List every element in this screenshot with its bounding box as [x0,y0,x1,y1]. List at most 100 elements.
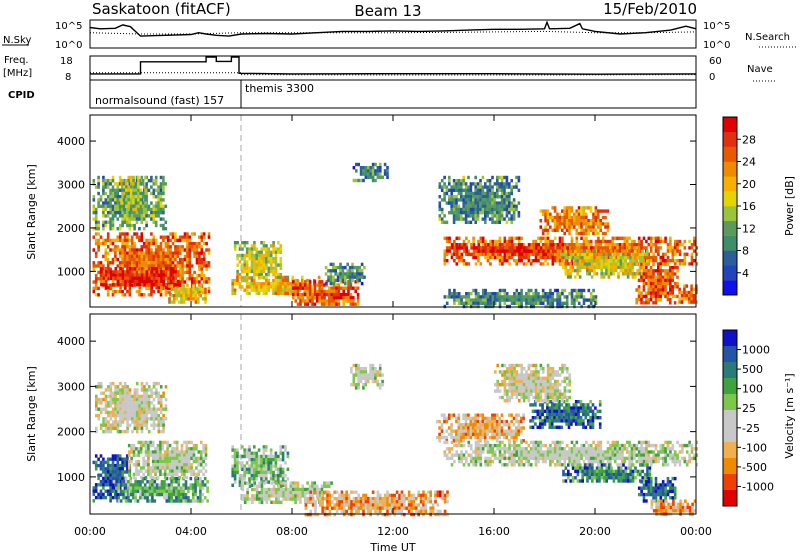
data-cell [189,499,193,503]
data-cell [488,217,492,221]
data-cell [573,252,576,256]
data-cell [541,212,545,216]
data-cell [465,292,468,296]
data-cell [680,294,684,298]
data-cell [474,292,478,296]
data-cell [124,486,128,490]
data-cell [157,286,161,290]
data-cell [132,201,135,205]
data-cell [664,294,667,299]
data-cell [503,188,506,192]
data-cell [127,463,131,467]
data-cell [128,279,132,284]
data-cell [532,298,535,302]
data-cell [125,198,128,202]
data-cell [595,262,599,266]
data-cell [625,239,629,244]
data-cell [127,450,131,454]
data-cell [469,220,473,224]
data-cell [143,388,146,392]
data-cell [126,492,129,497]
data-cell [114,289,117,294]
data-cell [580,222,583,226]
data-cell [496,185,499,189]
data-cell [186,254,189,259]
data-cell [503,175,506,180]
data-cell [565,209,569,213]
data-cell [659,275,662,279]
data-cell [191,499,195,503]
data-cell [154,207,158,212]
data-cell [642,252,646,256]
data-cell [154,188,158,192]
data-cell [253,257,256,261]
data-cell [129,195,133,199]
data-cell [633,246,636,250]
data-cell [327,275,330,279]
data-cell [508,195,511,199]
data-cell [126,254,129,259]
data-cell [534,298,538,302]
data-cell [140,261,144,265]
data-cell [133,397,137,402]
data-cell [291,275,294,280]
data-cell [129,486,133,490]
data-cell [455,185,458,189]
data-cell [133,217,136,221]
data-cell [133,257,136,262]
data-cell [176,248,180,252]
data-cell [114,397,117,402]
data-cell [119,394,122,399]
data-cell [587,243,591,247]
data-cell [611,239,615,244]
data-cell [669,288,672,292]
data-cell [199,440,203,445]
data-cell [123,429,127,434]
data-cell [344,265,347,270]
data-cell [137,195,140,199]
data-cell [243,253,247,258]
data-cell [566,246,569,250]
data-cell [104,204,108,208]
data-cell [539,252,543,256]
data-cell [119,413,122,418]
data-cell [147,453,150,457]
data-cell [147,207,151,212]
data-cell [184,483,188,487]
data-cell [619,268,623,273]
data-cell [175,453,179,457]
data-cell [253,278,256,283]
data-cell [487,243,490,247]
data-cell [616,243,619,247]
data-cell [580,206,583,210]
data-cell [116,279,120,284]
data-cell [629,256,632,260]
data-cell [186,248,189,252]
data-cell [243,288,246,292]
data-cell [512,198,516,202]
data-cell [106,293,110,297]
data-cell [634,275,637,279]
data-cell [145,211,148,215]
data-cell [250,253,254,258]
data-cell [569,252,572,257]
data-cell [291,288,294,292]
data-cell [505,207,509,212]
data-cell [457,191,461,196]
data-cell [498,207,501,212]
data-cell [121,276,125,280]
data-cell [482,252,485,257]
data-cell [159,175,163,180]
data-cell [202,450,205,454]
data-cell [132,188,135,192]
data-cell [522,262,526,266]
data-cell [130,254,134,259]
data-cell [95,429,98,434]
data-cell [607,265,611,270]
data-cell [189,290,193,295]
data-cell [618,236,622,240]
data-cell [114,207,117,212]
data-cell [257,269,261,274]
data-cell [104,495,108,500]
